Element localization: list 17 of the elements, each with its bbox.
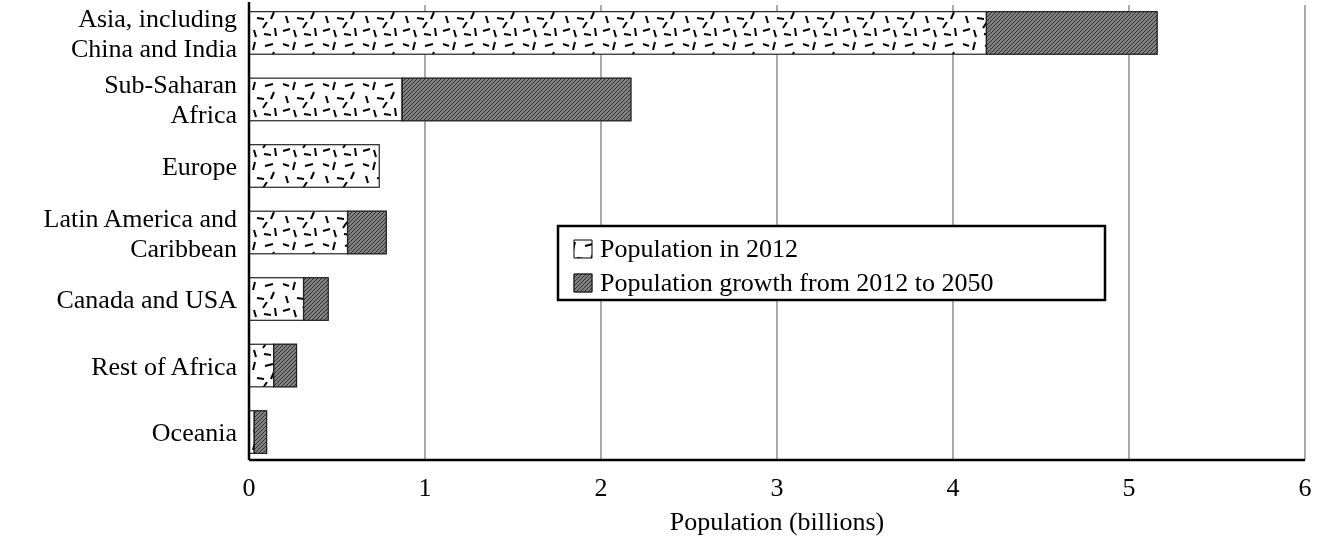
x-tick-label: 1 [418, 473, 432, 502]
x-tick-label: 0 [242, 473, 256, 502]
y-tick-label: Sub-Saharan Africa [104, 70, 238, 130]
x-axis-title: Population (billions) [669, 507, 885, 536]
y-tick-label: Latin America and Caribbean [43, 203, 237, 263]
x-tick-label: 5 [1122, 473, 1136, 502]
y-tick-label: Oceania [151, 418, 238, 448]
text: Population in 2012 [600, 234, 798, 263]
x-tick-label: 2 [594, 473, 608, 502]
legend-label: Population growth from 2012 to 2050 [600, 268, 994, 297]
x-tick-label: 6 [1298, 473, 1312, 502]
x-tick-label: 3 [770, 473, 784, 502]
y-tick-label: Canada and USA [56, 285, 238, 315]
y-tick-label: Europe [161, 151, 237, 181]
y-tick-label: Asia, including China and India [70, 3, 238, 63]
x-tick-label: 4 [946, 473, 960, 502]
y-tick-label: Rest of Africa [91, 351, 238, 381]
